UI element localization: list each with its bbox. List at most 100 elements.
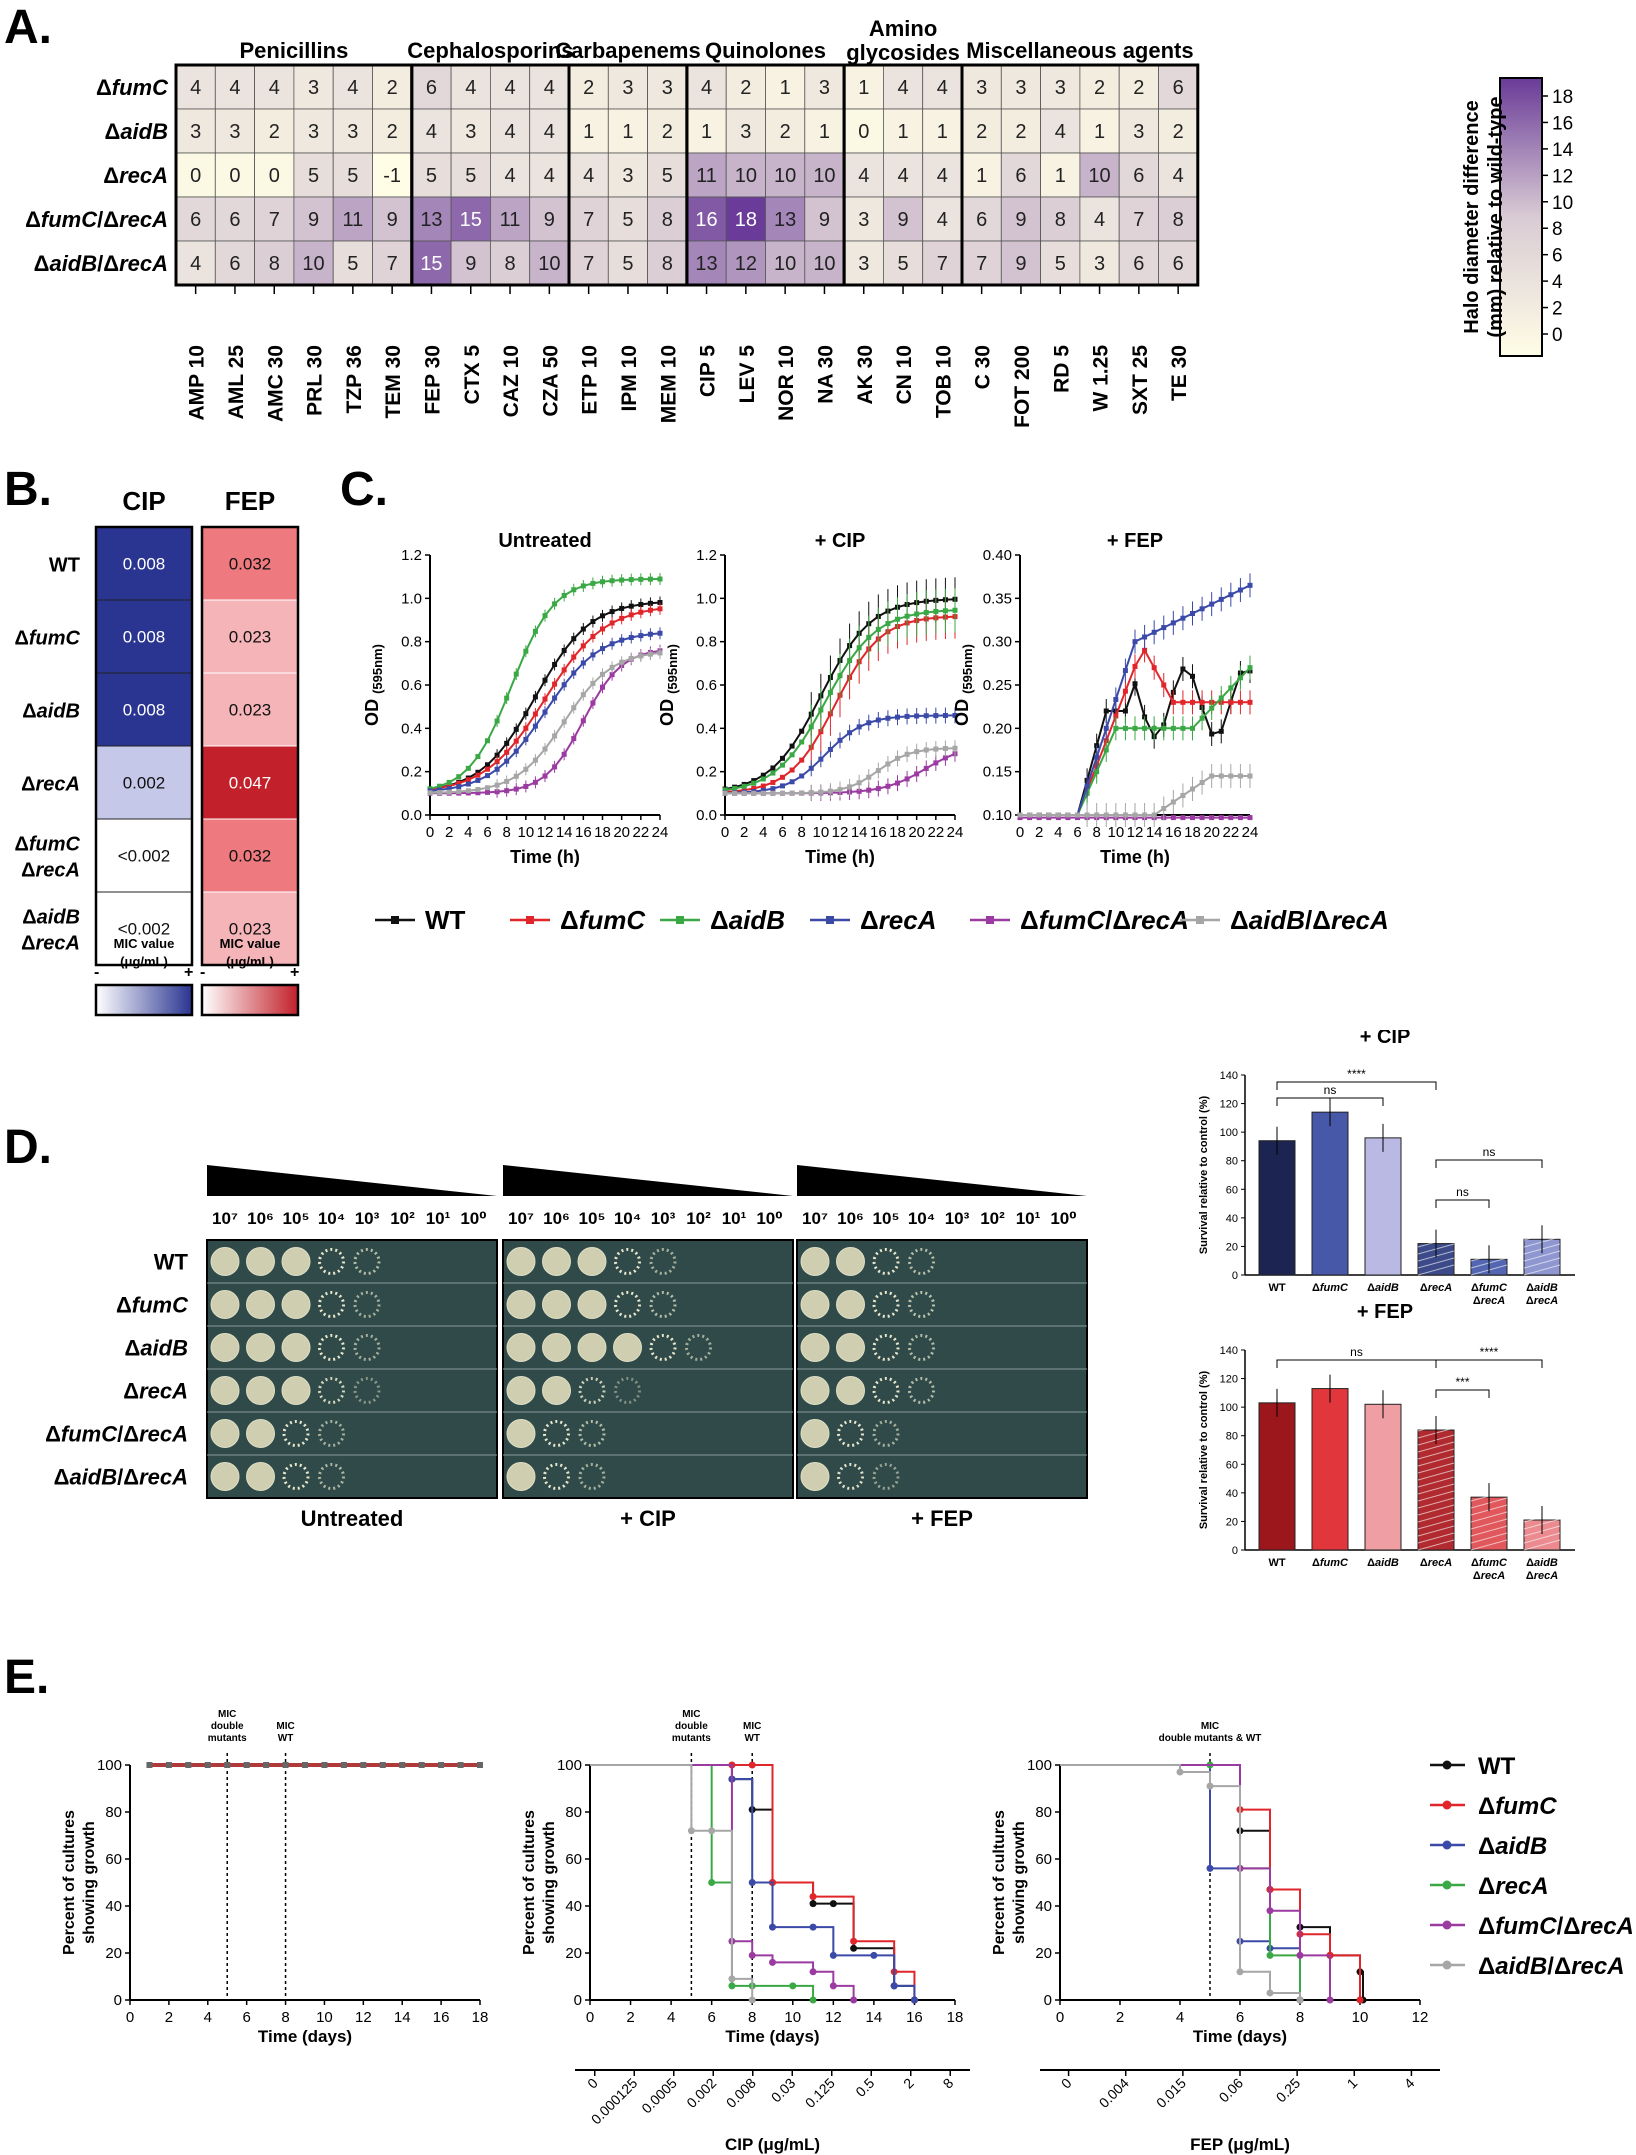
- heatmap-cell: [961, 240, 1002, 286]
- heatmap-value: 6: [426, 77, 437, 99]
- bar-category-label: ΔaidB: [1526, 1282, 1558, 1294]
- data-point: [885, 621, 891, 627]
- data-point: [1113, 725, 1119, 731]
- survival-legend-label: ΔaidB/ΔrecA: [1478, 1953, 1625, 1980]
- y-tick-label: 0.10: [983, 807, 1012, 824]
- x-tick-label: 2: [740, 824, 748, 841]
- data-point: [513, 671, 519, 677]
- heatmap-cell: [489, 152, 531, 198]
- colony-spot: [908, 1291, 935, 1318]
- heatmap-value: 10: [774, 253, 796, 275]
- data-point: [446, 779, 452, 785]
- data-point: [657, 606, 663, 612]
- heatmap-cell: [765, 152, 806, 198]
- data-point: [885, 761, 891, 767]
- heatmap-value: 10: [1088, 165, 1110, 187]
- mic-cell-fep: [201, 818, 299, 893]
- colony-spot: [578, 1463, 606, 1490]
- hatch: [1523, 1539, 1561, 1551]
- survival-bar: [1258, 1402, 1296, 1551]
- data-point: [561, 719, 567, 725]
- bar-category-label: ΔrecA: [1526, 1570, 1558, 1582]
- legend-marker: [986, 916, 994, 924]
- survival-legend-label: ΔaidB: [1478, 1833, 1547, 1860]
- data-point: [933, 608, 939, 614]
- data-point: [789, 767, 795, 773]
- dilution-label: 10⁶: [543, 1209, 570, 1228]
- bar-category-label: ΔfumC: [1471, 1557, 1508, 1569]
- heatmap-cell: [372, 108, 413, 154]
- x-tick-label: 22: [927, 824, 944, 841]
- heatmap-cell: [686, 196, 727, 242]
- survival-point: [809, 1996, 817, 2004]
- data-point: [475, 777, 481, 783]
- significance-bracket: [1435, 1159, 1543, 1168]
- data-point: [1170, 620, 1176, 626]
- data-point: [751, 785, 757, 791]
- mic-value: 0.023: [229, 920, 272, 939]
- data-point: [542, 613, 548, 619]
- data-point: [1142, 812, 1148, 818]
- data-point: [856, 645, 862, 651]
- data-point: [542, 746, 548, 752]
- heatmap-value: 3: [347, 121, 358, 143]
- bar-tick-label: 40: [1226, 1213, 1238, 1225]
- heatmap-cell: [568, 196, 609, 242]
- panel-label-a: A.: [4, 1, 52, 54]
- y-tick-label: 1.2: [696, 547, 717, 564]
- heatmap-value: 4: [858, 165, 869, 187]
- data-point: [523, 725, 529, 731]
- data-point: [619, 577, 625, 583]
- group-header: Penicillins: [239, 38, 348, 63]
- survival-y-tick-label: 0: [1044, 1992, 1052, 2009]
- data-point: [1046, 812, 1052, 818]
- heatmap-cell: [725, 196, 766, 242]
- survival-y-label: Percent of cultures: [61, 1810, 78, 1955]
- colony-spot: [542, 1333, 571, 1362]
- data-point: [523, 766, 529, 772]
- colony-spot: [800, 1376, 830, 1405]
- mic-border: [200, 525, 300, 967]
- heatmap-cell: [411, 240, 452, 286]
- group-header: Miscellaneous agents: [966, 38, 1193, 63]
- data-point: [1075, 815, 1080, 821]
- data-point: [722, 790, 728, 796]
- heatmap-value: 10: [538, 253, 560, 275]
- data-point: [504, 749, 510, 755]
- heatmap-value: 11: [342, 209, 363, 231]
- survival-x-tick-label: 2: [165, 2009, 173, 2026]
- colony-spot: [318, 1334, 345, 1361]
- data-point: [1228, 592, 1234, 598]
- data-point: [1027, 812, 1033, 818]
- concentration-tick-label: 1: [1344, 2075, 1361, 2092]
- data-point: [933, 713, 939, 719]
- growth-chart-title: Untreated: [498, 530, 591, 552]
- colony-spot: [542, 1376, 571, 1405]
- dilution-label: 10¹: [426, 1209, 451, 1228]
- data-point: [760, 772, 766, 778]
- survival-y-tick-label: 0: [574, 1992, 582, 2009]
- data-point: [942, 746, 948, 752]
- y-tick-label: 0.8: [696, 634, 717, 651]
- heatmap-cell: [647, 196, 688, 242]
- heatmap-cell: [568, 108, 609, 154]
- mic-marker-label: double: [211, 1721, 244, 1732]
- data-point: [628, 612, 634, 618]
- data-point: [609, 664, 615, 670]
- heatmap-cell: [765, 196, 806, 242]
- mic-cell-cip: [95, 599, 193, 674]
- survival-point: [418, 1762, 425, 1768]
- colorbar: [1499, 77, 1543, 357]
- data-point: [1122, 725, 1128, 731]
- heatmap-value: 4: [426, 121, 437, 143]
- hatch: [1470, 1518, 1508, 1530]
- data-point: [638, 653, 644, 659]
- data-point: [837, 787, 843, 793]
- heatmap-value: 6: [1173, 77, 1184, 99]
- data-point: [1199, 815, 1205, 821]
- survival-series: [1060, 1764, 1331, 2000]
- x-tick-label: 22: [1222, 824, 1239, 841]
- bar-tick-label: 0: [1232, 1270, 1238, 1282]
- data-point: [619, 615, 625, 621]
- mic-cell-fep: [201, 526, 299, 601]
